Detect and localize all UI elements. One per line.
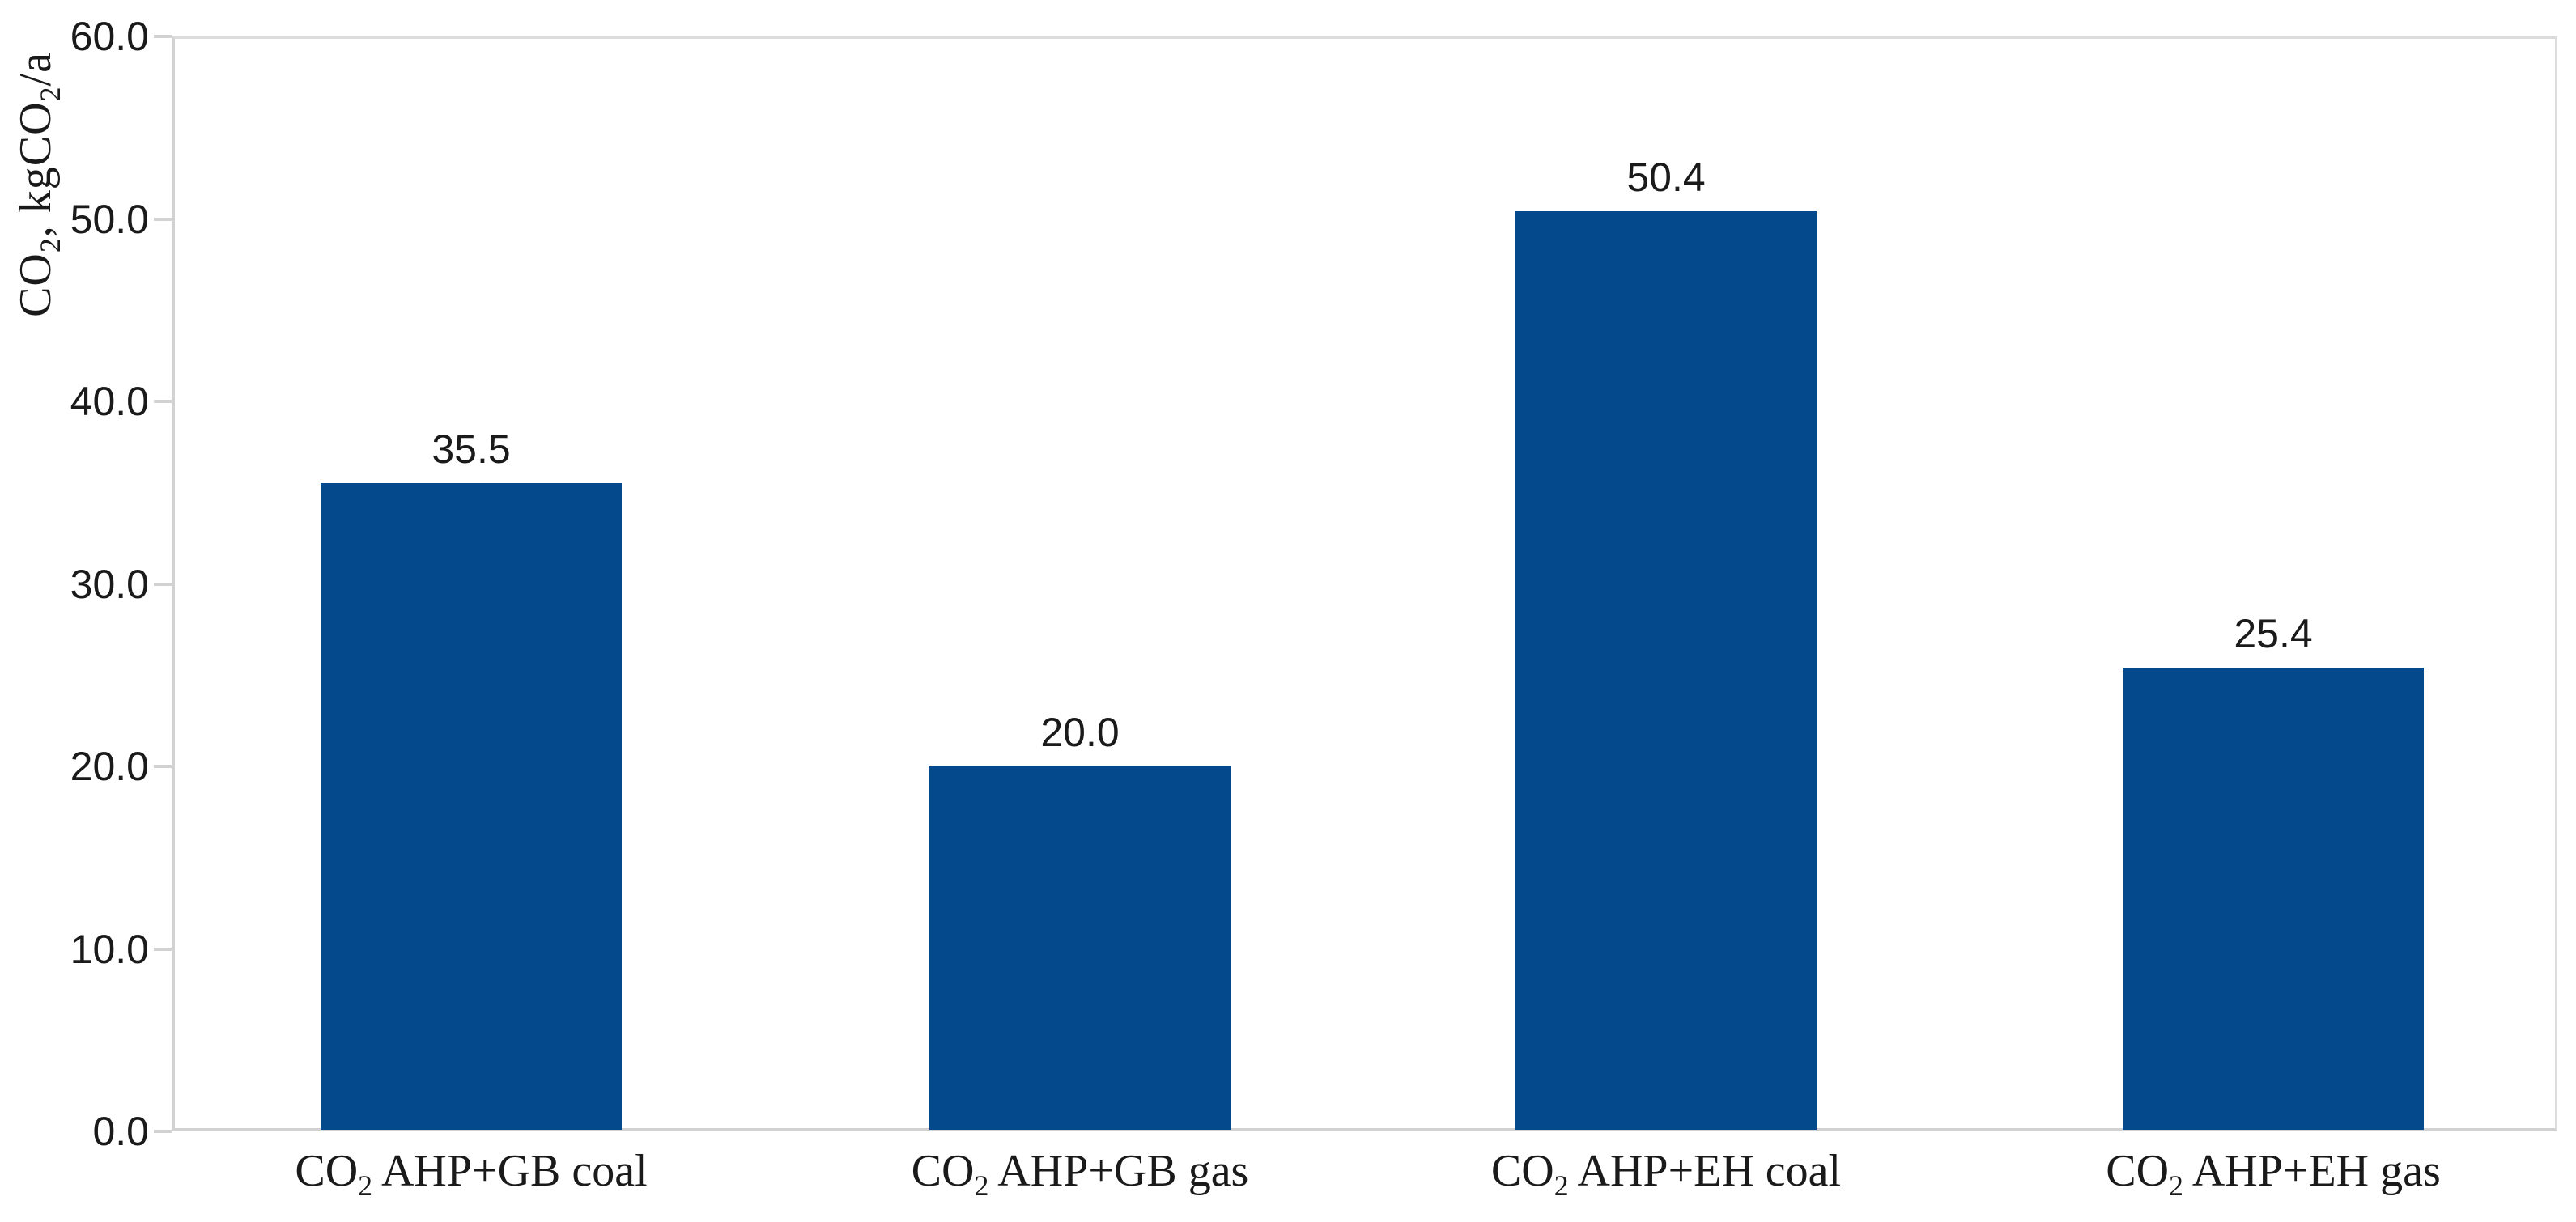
y-tick-mark — [154, 35, 172, 38]
category-label-text: AHP+GB coal — [372, 1146, 648, 1196]
y-axis-title-text: CO — [11, 252, 61, 317]
category-label-text: AHP+EH coal — [1568, 1146, 1842, 1196]
bar — [2123, 668, 2424, 1130]
y-tick-mark — [154, 400, 172, 403]
y-axis-title: CO2, kgCO2/a — [10, 52, 66, 317]
bar — [321, 483, 622, 1130]
category-label-text: CO — [2106, 1146, 2170, 1196]
y-tick-label: 50.0 — [70, 196, 149, 242]
category-label: CO2 AHP+EH coal — [1375, 1146, 1958, 1200]
category-label-text: CO — [295, 1146, 359, 1196]
category-label-text: AHP+EH gas — [2183, 1146, 2441, 1196]
bar-value-label: 20.0 — [1040, 710, 1120, 755]
y-tick-mark — [154, 1130, 172, 1133]
y-axis-title-text: /a — [11, 52, 61, 87]
category-label-subscript: 2 — [2169, 1169, 2183, 1203]
y-tick-mark — [154, 217, 172, 221]
y-tick-mark — [154, 765, 172, 768]
category-label-text: AHP+GB gas — [988, 1146, 1249, 1196]
y-tick-label: 20.0 — [70, 744, 149, 789]
bar-value-label: 25.4 — [2234, 611, 2313, 656]
y-tick-mark — [154, 582, 172, 586]
category-label: CO2 AHP+GB coal — [180, 1146, 763, 1200]
bar — [929, 766, 1231, 1130]
y-tick-label: 40.0 — [70, 379, 149, 424]
category-label-subscript: 2 — [974, 1169, 989, 1203]
y-axis-title-subscript: 2 — [34, 237, 67, 253]
bar-value-label: 35.5 — [431, 426, 511, 472]
category-label-text: CO — [911, 1146, 975, 1196]
y-tick-label: 30.0 — [70, 561, 149, 607]
category-label-subscript: 2 — [358, 1169, 373, 1203]
y-tick-label: 0.0 — [92, 1109, 149, 1154]
bar — [1515, 211, 1817, 1130]
category-label-subscript: 2 — [1554, 1169, 1569, 1203]
y-tick-label: 60.0 — [70, 14, 149, 59]
category-label: CO2 AHP+EH gas — [1982, 1146, 2565, 1200]
y-axis-title-subscript: 2 — [34, 86, 67, 102]
y-tick-mark — [154, 947, 172, 951]
bar-value-label: 50.4 — [1626, 155, 1706, 200]
y-tick-label: 10.0 — [70, 926, 149, 972]
category-label-text: CO — [1490, 1146, 1554, 1196]
category-label: CO2 AHP+GB gas — [789, 1146, 1371, 1200]
